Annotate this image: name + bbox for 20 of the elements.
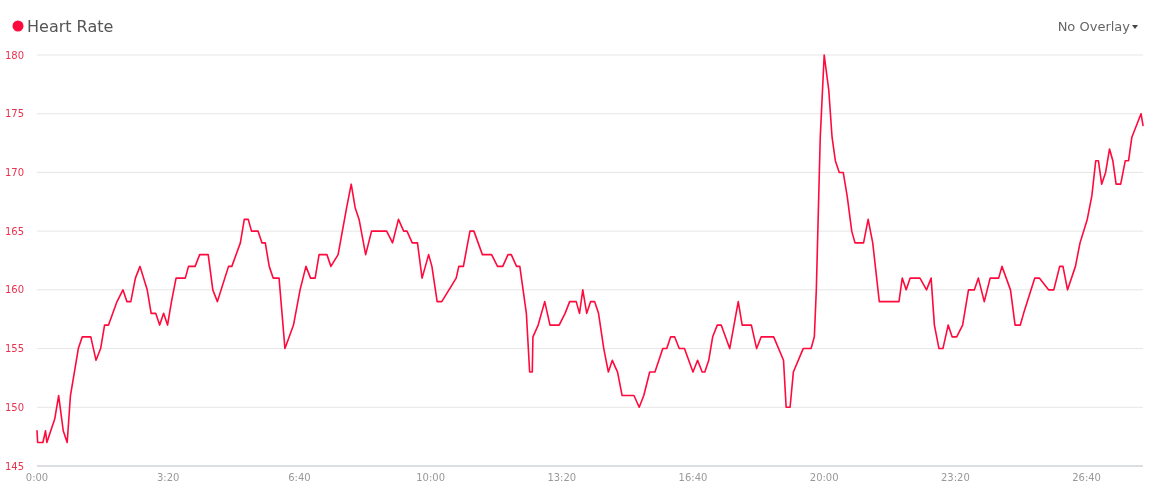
text: No Overlay: [1057, 19, 1131, 34]
y-tick-label: 170: [5, 166, 25, 178]
y-tick-label: 145: [5, 460, 25, 472]
x-tick-label: 0:00: [25, 472, 49, 483]
y-tick-label: 160: [5, 284, 25, 296]
y-tick-label: 165: [5, 225, 25, 237]
legend-label: Heart Rate: [27, 17, 114, 36]
x-tick-label: 3:20: [156, 472, 180, 483]
x-tick-label: 6:40: [288, 472, 311, 483]
x-tick-label: 26:40: [1072, 472, 1101, 483]
y-tick-label: 175: [5, 108, 25, 120]
y-tick-label: 155: [5, 343, 25, 355]
y-tick-label: 180: [5, 49, 25, 61]
x-tick-label: 16:40: [678, 472, 708, 483]
x-tick-label: 10:00: [416, 472, 446, 483]
x-tick-label: 20:00: [809, 472, 839, 483]
x-tick-label: 13:20: [547, 472, 577, 483]
x-tick-label: 23:20: [940, 472, 970, 483]
y-tick-label: 150: [5, 401, 25, 413]
line-series: [36, 54, 1144, 444]
